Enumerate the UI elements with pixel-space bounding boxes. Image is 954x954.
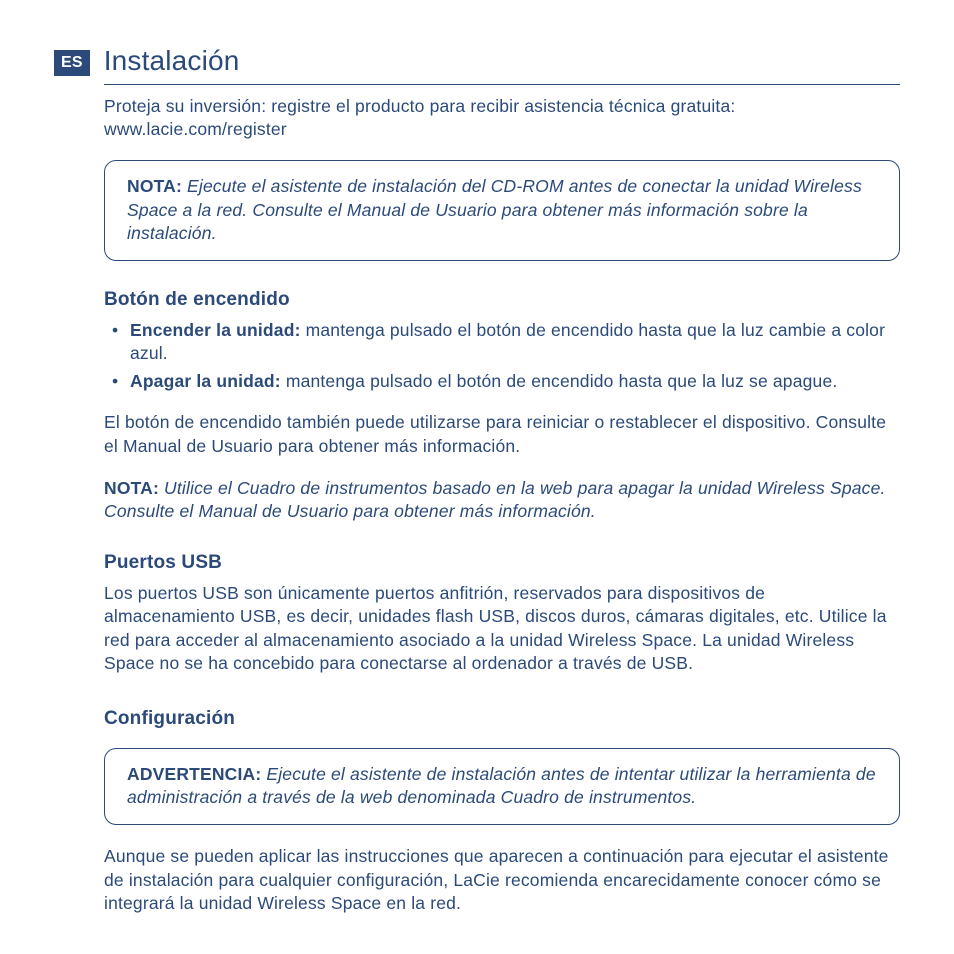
power-paragraph: El botón de encendido también puede util… [104,411,900,458]
power-bullets: Encender la unidad: mantenga pulsado el … [112,319,900,394]
list-item: Encender la unidad: mantenga pulsado el … [112,319,900,366]
header-row: ES Instalación [54,42,900,85]
section-heading-usb: Puertos USB [104,550,900,576]
language-badge: ES [54,50,90,76]
note-label: NOTA: [104,478,159,498]
inline-note-power: NOTA: Utilice el Cuadro de instrumentos … [104,477,900,524]
intro-text: Proteja su inversión: registre el produc… [104,95,900,142]
warning-box-config: ADVERTENCIA: Ejecute el asistente de ins… [104,748,900,825]
warning-label: ADVERTENCIA: [127,764,261,784]
note-text: Utilice el Cuadro de instrumentos basado… [104,478,886,522]
note-label: NOTA: [127,176,182,196]
bullet-label: Apagar la unidad: [130,371,281,391]
page-title: Instalación [104,42,900,85]
note-box-install: NOTA: Ejecute el asistente de instalació… [104,160,900,261]
section-heading-config: Configuración [104,706,900,732]
config-paragraph: Aunque se pueden aplicar las instruccion… [104,845,900,916]
usb-paragraph: Los puertos USB son únicamente puertos a… [104,582,900,677]
bullet-text: mantenga pulsado el botón de encendido h… [286,371,838,391]
note-text: Ejecute el asistente de instalación del … [127,176,862,243]
section-heading-power: Botón de encendido [104,287,900,313]
bullet-label: Encender la unidad: [130,320,301,340]
list-item: Apagar la unidad: mantenga pulsado el bo… [112,370,900,394]
